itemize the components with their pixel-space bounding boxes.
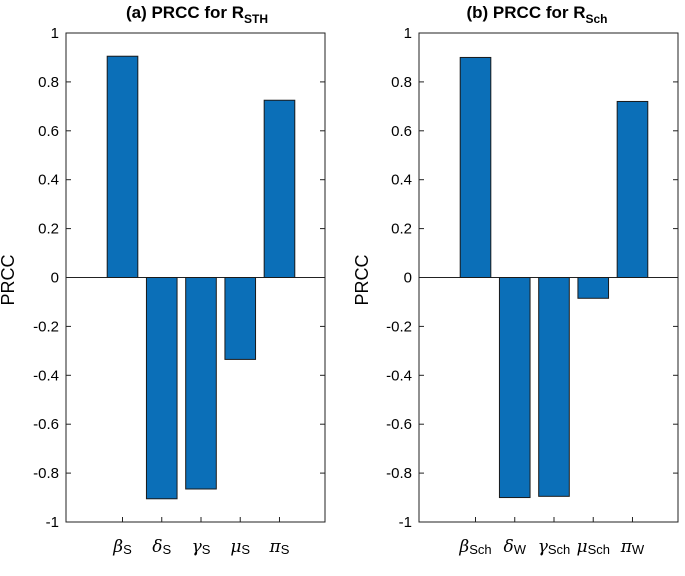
x-tick-subscript: W [514,542,527,557]
x-tick-symbol: π [620,537,633,557]
x-tick-label: γSch [538,537,571,557]
x-tick-label: μS [230,537,250,557]
y-tick-label: -0.4 [386,367,412,384]
x-tick-symbol: β [112,537,123,557]
x-tick-subscript: S [241,542,250,557]
x-tick-label: γS [192,537,211,557]
panel-b-bars [459,56,649,499]
y-tick-label: 1 [404,25,412,42]
y-tick-label: 0.8 [391,74,412,91]
panel-a-title: (a) PRCC for RSTH [126,3,268,26]
y-tick-label: 0.2 [391,221,412,238]
y-tick-label: -0.6 [386,416,412,433]
y-tick-label: -0.2 [386,318,412,335]
x-tick-symbol: β [458,537,469,557]
y-tick-label: 0.4 [38,172,59,189]
y-tick-label: -0.8 [386,465,412,482]
x-tick-subscript: Sch [548,542,570,557]
bar-b-5 [616,100,649,278]
y-tick-label: -0.8 [33,465,59,482]
bar-b-4 [577,277,610,299]
bar-a-4 [224,277,257,360]
y-tick-label: -0.6 [33,416,59,433]
x-tick-symbol: γ [192,537,203,557]
y-tick-label: 0.4 [391,172,412,189]
bar-a-3 [185,277,217,490]
x-tick-label: βSch [458,537,491,557]
x-tick-subscript: S [202,542,211,557]
panel-b: (b) PRCC for RSch PRCC 1 0.8 0.6 0.4 0.2 0 -0.… [352,3,679,557]
y-tick-label: -0.2 [33,318,59,335]
y-tick-label: 1 [51,25,59,42]
x-tick-label: πW [620,537,645,557]
bar-a-5 [263,99,296,278]
panel-a-x-ticks: βS δS γS μS πS [112,517,290,557]
y-tick-label: 0.6 [391,123,412,140]
y-tick-label: -1 [399,514,412,531]
panel-a-y-axis-label: PRCC [0,254,18,305]
x-tick-symbol: δ [152,537,162,557]
x-tick-label: μSch [577,537,610,557]
panel-b-x-ticks: βSch δW γSch μSch πW [458,517,645,557]
bar-a-1 [106,55,139,279]
panel-b-y-axis-label: PRCC [352,254,372,305]
bar-b-1 [459,56,492,279]
x-tick-symbol: μ [577,537,588,557]
x-tick-label: βS [112,537,132,557]
bar-b-3 [538,277,570,497]
y-tick-label: 0.8 [38,74,59,91]
y-tick-label: 0.6 [38,123,59,140]
y-tick-label: 0 [404,270,412,287]
y-tick-label: 0.2 [38,221,59,238]
x-tick-symbol: γ [538,537,549,557]
bar-b-2 [498,277,531,499]
x-tick-subscript: Sch [469,542,491,557]
x-tick-label: δW [503,537,526,557]
y-tick-label: -1 [46,514,59,531]
x-tick-subscript: S [123,542,132,557]
x-tick-symbol: π [269,537,282,557]
x-tick-label: δS [152,537,171,557]
x-tick-label: πS [269,537,290,557]
panel-a: (a) PRCC for RSTH PRCC 1 0.8 0.6 0.4 0.2 0 -0.… [0,3,326,557]
y-tick-label: 0 [51,270,59,287]
bar-a-2 [145,277,178,500]
x-tick-symbol: μ [230,537,241,557]
panel-b-y-ticks: 1 0.8 0.6 0.4 0.2 0 -0.2 -0.4 -0.6 -0.8 -1 [386,25,678,531]
x-tick-symbol: δ [503,537,513,557]
y-tick-label: -0.4 [33,367,59,384]
x-tick-subscript: W [632,542,645,557]
panel-a-bars [106,55,296,500]
x-tick-subscript: S [281,542,290,557]
panel-b-title: (b) PRCC for RSch [467,3,608,26]
x-tick-subscript: Sch [588,542,610,557]
panel-a-y-ticks: 1 0.8 0.6 0.4 0.2 0 -0.2 -0.4 -0.6 -0.8 -1 [33,25,325,531]
x-tick-subscript: S [163,542,172,557]
